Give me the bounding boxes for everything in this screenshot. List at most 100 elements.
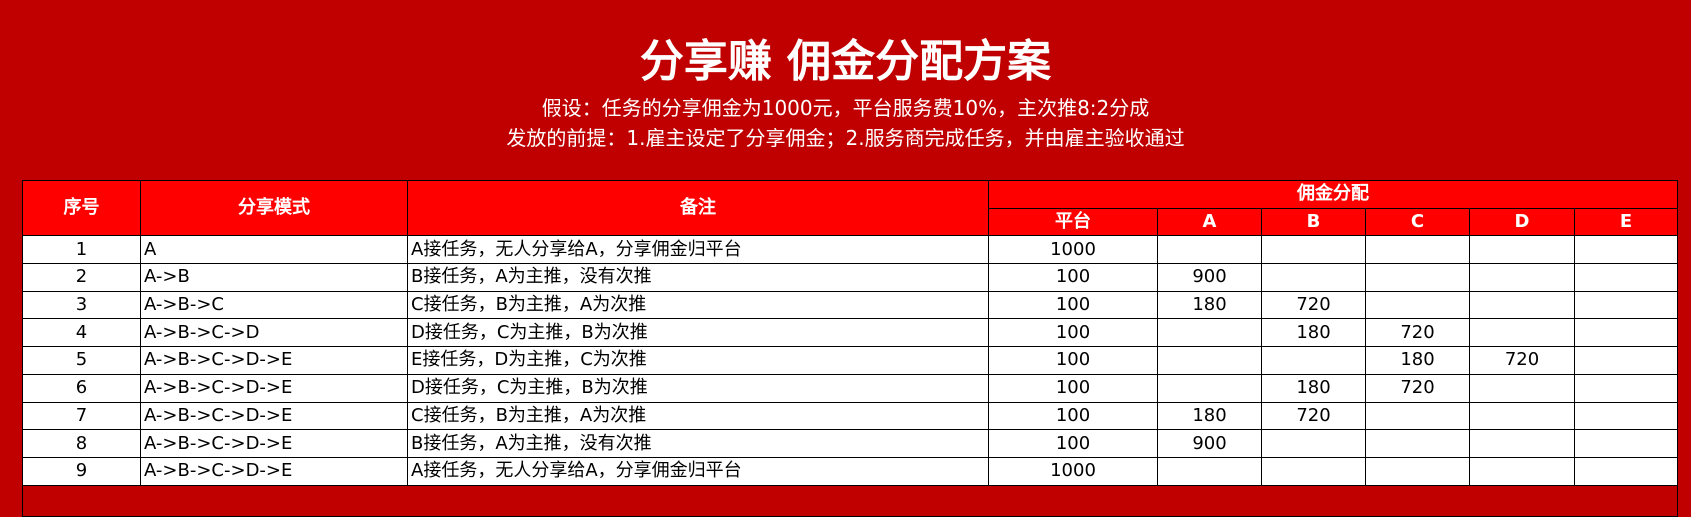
row-note: B接任务，A为主推，没有次推 — [407, 429, 989, 458]
row-note: A接任务，无人分享给A，分享佣金归平台 — [407, 456, 989, 486]
commission-cell — [1365, 429, 1470, 458]
row-mode: A — [140, 235, 408, 265]
row-mode: A->B->C->D->E — [140, 429, 408, 458]
row-mode: A->B — [140, 263, 408, 292]
commission-cell — [1573, 346, 1679, 375]
commission-table: 序号 分享模式 备注 佣金分配 平台 A B C D E 1 A A接任务，无人分享给A，分享… — [21, 179, 1679, 517]
commission-cell: 900 — [1157, 263, 1262, 292]
footer-band — [21, 484, 1679, 517]
commission-cell — [1157, 373, 1262, 403]
commission-cell — [1365, 401, 1470, 431]
commission-cell — [1469, 290, 1575, 320]
commission-cell: 100 — [988, 401, 1158, 431]
row-mode: A->B->C->D->E — [140, 456, 408, 486]
commission-cell — [1469, 429, 1575, 458]
row-index: 6 — [22, 373, 141, 403]
commission-cell — [1261, 235, 1366, 265]
row-index: 2 — [22, 263, 141, 292]
row-index: 7 — [22, 401, 141, 431]
commission-cell — [1573, 263, 1679, 292]
row-note: E接任务，D为主推，C为次推 — [407, 346, 989, 375]
commission-cell: 100 — [988, 290, 1158, 320]
commission-cell: 1000 — [988, 456, 1158, 486]
header-index: 序号 — [22, 179, 141, 237]
row-index: 3 — [22, 290, 141, 320]
commission-cell — [1365, 263, 1470, 292]
commission-cell — [1157, 235, 1262, 265]
table-row: 5 A->B->C->D->E E接任务，D为主推，C为次推 100 180 720 — [22, 346, 1679, 375]
header-sub-0: 平台 — [988, 207, 1158, 237]
row-note: A接任务，无人分享给A，分享佣金归平台 — [407, 235, 989, 265]
row-index: 5 — [22, 346, 141, 375]
commission-cell — [1365, 235, 1470, 265]
header-sub-5: E — [1573, 207, 1679, 237]
table-row: 8 A->B->C->D->E B接任务，A为主推，没有次推 100 900 — [22, 429, 1679, 458]
commission-cell: 100 — [988, 346, 1158, 375]
commission-cell: 720 — [1469, 346, 1575, 375]
page-title: 分享赚 佣金分配方案 — [639, 36, 1052, 87]
commission-cell — [1573, 235, 1679, 265]
premise-text: 发放的前提：1.雇主设定了分享佣金；2.服务商完成任务，并由雇主验收通过 — [506, 126, 1185, 150]
commission-cell — [1573, 318, 1679, 348]
commission-cell — [1157, 346, 1262, 375]
table-row: 6 A->B->C->D->E D接任务，C为主推，B为次推 100 180 720 — [22, 373, 1679, 403]
row-note: B接任务，A为主推，没有次推 — [407, 263, 989, 292]
row-index: 1 — [22, 235, 141, 265]
commission-cell — [1365, 456, 1470, 486]
commission-cell — [1261, 263, 1366, 292]
commission-cell: 720 — [1261, 290, 1366, 320]
commission-cell — [1469, 235, 1575, 265]
row-index: 8 — [22, 429, 141, 458]
commission-cell: 180 — [1261, 318, 1366, 348]
commission-cell: 180 — [1157, 290, 1262, 320]
commission-cell — [1157, 318, 1262, 348]
commission-cell — [1261, 456, 1366, 486]
row-index: 4 — [22, 318, 141, 348]
commission-cell: 100 — [988, 263, 1158, 292]
row-note: C接任务，B为主推，A为次推 — [407, 401, 989, 431]
commission-cell: 720 — [1261, 401, 1366, 431]
commission-cell: 180 — [1365, 346, 1470, 375]
row-note: C接任务，B为主推，A为次推 — [407, 290, 989, 320]
commission-cell: 180 — [1157, 401, 1262, 431]
commission-cell — [1469, 373, 1575, 403]
row-mode: A->B->C->D->E — [140, 401, 408, 431]
commission-cell — [1573, 290, 1679, 320]
commission-cell: 1000 — [988, 235, 1158, 265]
header-sub-1: A — [1157, 207, 1262, 237]
row-note: D接任务，C为主推，B为次推 — [407, 373, 989, 403]
table-row: 4 A->B->C->D D接任务，C为主推，B为次推 100 180 720 — [22, 318, 1679, 348]
assumption-text: 假设：任务的分享佣金为1000元，平台服务费10%，主次推8:2分成 — [541, 96, 1150, 120]
commission-cell — [1261, 429, 1366, 458]
table-row: 1 A A接任务，无人分享给A，分享佣金归平台 1000 — [22, 235, 1679, 265]
commission-cell: 100 — [988, 429, 1158, 458]
row-mode: A->B->C — [140, 290, 408, 320]
header-sub-3: C — [1365, 207, 1470, 237]
commission-cell: 720 — [1365, 373, 1470, 403]
commission-cell — [1469, 318, 1575, 348]
commission-cell — [1365, 290, 1470, 320]
commission-cell — [1469, 401, 1575, 431]
commission-cell: 180 — [1261, 373, 1366, 403]
table-row: 7 A->B->C->D->E C接任务，B为主推，A为次推 100 180 720 — [22, 401, 1679, 431]
commission-cell — [1157, 456, 1262, 486]
row-mode: A->B->C->D->E — [140, 346, 408, 375]
commission-cell — [1573, 373, 1679, 403]
commission-cell — [1469, 456, 1575, 486]
commission-cell — [1573, 401, 1679, 431]
header-sub-4: D — [1469, 207, 1575, 237]
commission-cell: 100 — [988, 318, 1158, 348]
header-sub-2: B — [1261, 207, 1366, 237]
row-mode: A->B->C->D->E — [140, 373, 408, 403]
commission-cell — [1573, 456, 1679, 486]
commission-cell — [1573, 429, 1679, 458]
header-commission: 佣金分配 — [987, 180, 1679, 209]
row-index: 9 — [22, 456, 141, 486]
commission-cell: 100 — [988, 373, 1158, 403]
table-row: 9 A->B->C->D->E A接任务，无人分享给A，分享佣金归平台 1000 — [22, 456, 1679, 486]
table-row: 3 A->B->C C接任务，B为主推，A为次推 100 180 720 — [22, 290, 1679, 320]
table-row: 2 A->B B接任务，A为主推，没有次推 100 900 — [22, 263, 1679, 292]
commission-cell: 900 — [1157, 429, 1262, 458]
commission-cell — [1469, 263, 1575, 292]
row-note: D接任务，C为主推，B为次推 — [407, 318, 989, 348]
